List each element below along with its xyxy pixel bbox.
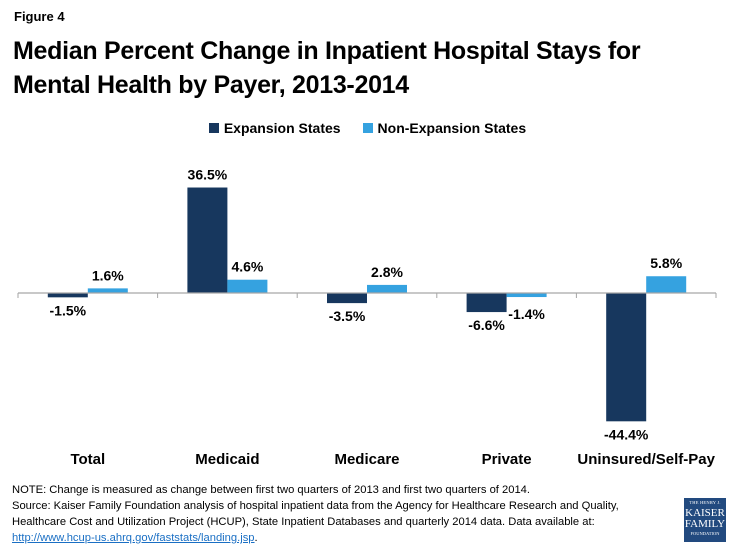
data-label: -1.5% <box>50 302 87 318</box>
data-label: 5.8% <box>650 255 682 271</box>
category-label: Uninsured/Self-Pay <box>577 451 715 468</box>
data-label: -44.4% <box>604 426 649 442</box>
source-link[interactable]: http://www.hcup-us.ahrq.gov/faststats/la… <box>12 532 255 544</box>
bar-non-expansion-medicare <box>367 284 407 293</box>
data-label: 4.6% <box>231 259 263 275</box>
source-link-suffix: . <box>254 532 258 544</box>
logo-line-2: KAISER <box>685 506 725 519</box>
source-text: Source: Kaiser Family Foundation analysi… <box>12 498 662 546</box>
legend-item-non-expansion: Non-Expansion States <box>362 120 527 136</box>
logo-line-4: FOUNDATION <box>690 530 720 536</box>
logo-line-3: FAMILY <box>684 517 726 530</box>
category-label: Private <box>482 451 532 468</box>
category-label: Medicaid <box>195 451 259 468</box>
data-label: -1.4% <box>508 306 545 322</box>
data-label: 2.8% <box>371 264 403 280</box>
kff-logo: THE HENRY J. KAISER FAMILY FOUNDATION <box>684 498 726 542</box>
bar-non-expansion-medicaid <box>227 279 268 293</box>
legend-swatch-expansion <box>208 123 219 133</box>
chart-title: Median Percent Change in Inpatient Hospi… <box>13 37 641 99</box>
chart-legend: Expansion States Non-Expansion States <box>0 120 735 136</box>
bar-chart: -1.5% 1.6% Total 36.5% 4.6% Medicaid -3.5% 2.8%… <box>17 167 717 468</box>
bar-non-expansion-total <box>87 288 128 293</box>
bar-expansion-medicaid <box>187 187 228 293</box>
legend-item-expansion: Expansion States <box>208 120 341 136</box>
bar-non-expansion-private <box>506 293 547 298</box>
bar-expansion-medicare <box>327 293 367 304</box>
data-label: 36.5% <box>188 167 228 183</box>
source-body: Source: Kaiser Family Foundation analysi… <box>12 500 619 528</box>
category-label: Medicare <box>334 451 399 468</box>
bar-non-expansion-uninsured-self-pay <box>646 276 687 293</box>
bar-expansion-total <box>47 293 88 298</box>
legend-label-non-expansion: Non-Expansion States <box>377 120 527 136</box>
figure-label: Figure 4 <box>14 9 65 24</box>
data-label: -3.5% <box>329 308 366 324</box>
data-label: -6.6% <box>468 317 505 333</box>
footnote: NOTE: Change is measured as change betwe… <box>12 482 662 546</box>
legend-swatch-non-expansion <box>362 123 373 133</box>
data-label: 1.6% <box>92 267 124 283</box>
legend-label-expansion: Expansion States <box>223 120 341 136</box>
bar-expansion-private <box>466 293 507 313</box>
category-label: Total <box>70 451 105 468</box>
note-text: NOTE: Change is measured as change betwe… <box>12 484 531 496</box>
logo-line-1: THE HENRY J. <box>689 500 721 505</box>
bar-expansion-uninsured-self-pay <box>606 293 647 422</box>
